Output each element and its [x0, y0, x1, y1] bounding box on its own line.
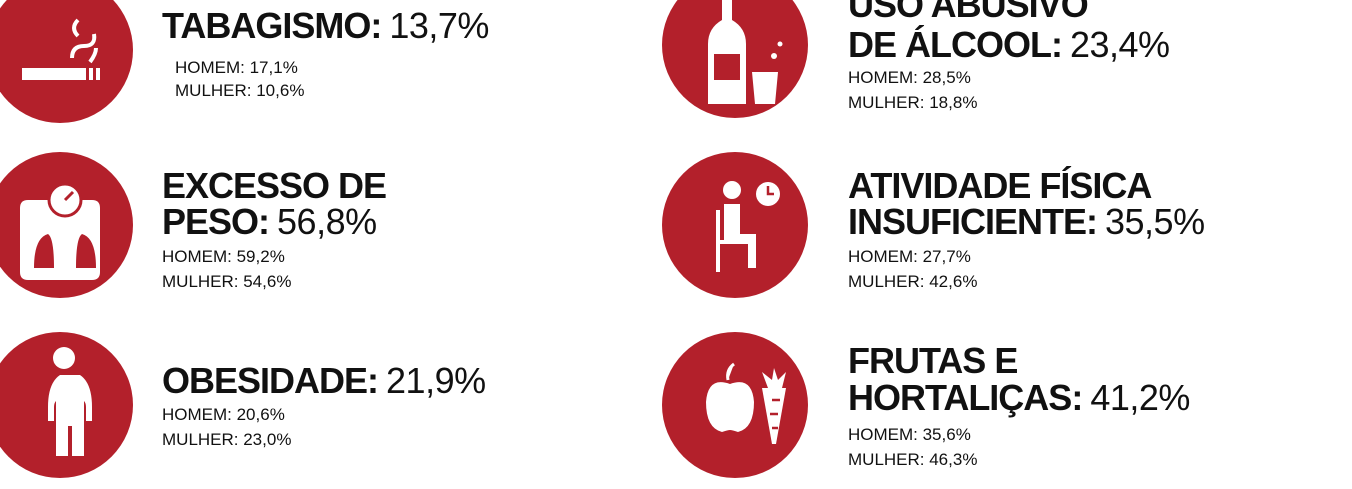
- item-homem: HOMEM: 17,1%: [175, 58, 298, 77]
- title-text: HORTALIÇAS:: [848, 377, 1082, 418]
- item-title: PESO: 56,8%: [162, 201, 377, 242]
- title-text: ATIVIDADE FÍSICA: [848, 165, 1152, 206]
- item-mulher: MULHER: 42,6%: [848, 272, 977, 291]
- icon-person: [48, 347, 92, 456]
- icon-fruits: [706, 362, 786, 444]
- item-mulher: MULHER: 10,6%: [175, 81, 304, 100]
- item-mulher: MULHER: 18,8%: [848, 93, 977, 112]
- title-text: INSUFICIENTE:: [848, 201, 1097, 242]
- title-text: EXCESSO DE: [162, 165, 386, 206]
- item-value: 23,4%: [1070, 24, 1170, 65]
- item-value: 13,7%: [389, 5, 489, 46]
- title-text: PESO:: [162, 201, 269, 242]
- item-value: 56,8%: [277, 201, 377, 242]
- item-title: HORTALIÇAS: 41,2%: [848, 377, 1190, 418]
- item-homem: HOMEM: 28,5%: [848, 68, 971, 87]
- title-text: DE ÁLCOOL:: [848, 24, 1062, 65]
- item-mulher: MULHER: 54,6%: [162, 272, 291, 291]
- item-title: DE ÁLCOOL: 23,4%: [848, 24, 1170, 65]
- item-homem: HOMEM: 20,6%: [162, 405, 285, 424]
- item-mulher: MULHER: 46,3%: [848, 450, 977, 469]
- item-title: FRUTAS E: [848, 340, 1017, 381]
- title-text: USO ABUSIVO: [848, 0, 1088, 25]
- item-title: EXCESSO DE: [162, 165, 386, 206]
- item-mulher: MULHER: 23,0%: [162, 430, 291, 449]
- item-title: USO ABUSIVO: [848, 0, 1088, 25]
- item-title: ATIVIDADE FÍSICA: [848, 165, 1152, 206]
- icon-cigarette: [22, 18, 100, 80]
- icon-alcohol: [708, 0, 783, 104]
- item-homem: HOMEM: 35,6%: [848, 425, 971, 444]
- item-homem: HOMEM: 27,7%: [848, 247, 971, 266]
- icon-scale: [20, 182, 100, 280]
- icons: [0, 0, 808, 478]
- icon-sitting: [716, 181, 780, 272]
- item-value: 35,5%: [1105, 201, 1205, 242]
- title-text: OBESIDADE:: [162, 360, 378, 401]
- icon-circle: [0, 0, 133, 123]
- item-title: OBESIDADE: 21,9%: [162, 360, 486, 401]
- item-value: 41,2%: [1090, 377, 1190, 418]
- item-value: 21,9%: [386, 360, 486, 401]
- item-homem: HOMEM: 59,2%: [162, 247, 285, 266]
- item-title: TABAGISMO: 13,7%: [162, 5, 489, 46]
- texts: TABAGISMO: 13,7% HOMEM: 17,1% MULHER: 10,6%…: [162, 0, 1205, 469]
- title-text: FRUTAS E: [848, 340, 1017, 381]
- title-text: TABAGISMO:: [162, 5, 381, 46]
- item-title: INSUFICIENTE: 35,5%: [848, 201, 1205, 242]
